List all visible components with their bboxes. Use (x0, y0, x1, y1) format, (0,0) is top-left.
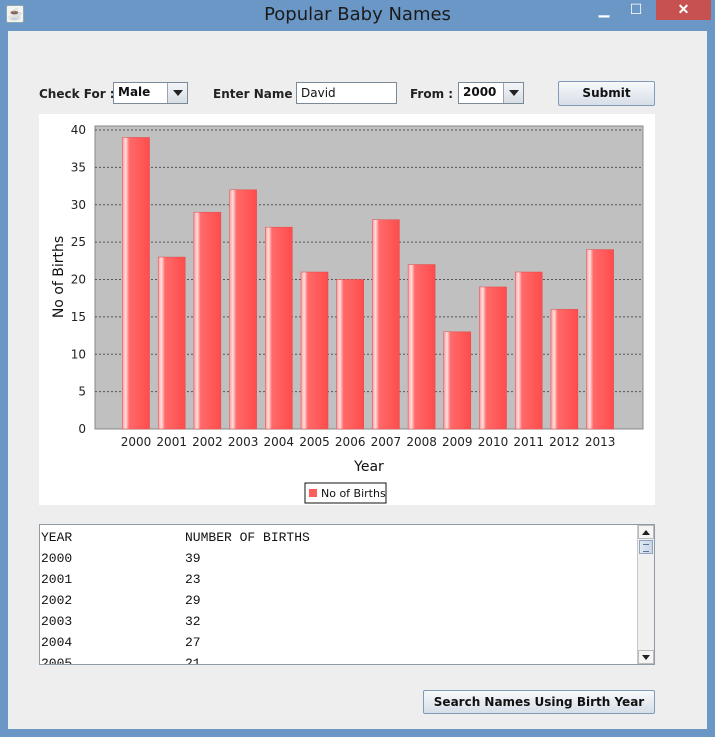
x-tick-label: 2009 (442, 435, 473, 449)
minimize-icon[interactable]: ▁ (598, 1, 610, 17)
y-tick-label: 15 (71, 310, 86, 324)
year-cell: 2003 (41, 614, 73, 629)
chevron-down-icon[interactable] (503, 83, 523, 103)
search-by-birth-year-button[interactable]: Search Names Using Birth Year (423, 690, 655, 714)
births-cell: 32 (185, 614, 201, 629)
bar (586, 249, 614, 430)
main-panel: Check For : Male Enter Name : David From… (8, 31, 707, 729)
chart-svg: 0 5 10 15 20 25 30 35 40 2000 2001 2002 2003 2004 200… (51, 123, 644, 504)
y-tick-label: 20 (71, 273, 86, 287)
bar (479, 286, 507, 430)
table-row: 2002 29 (41, 590, 637, 611)
table-row: 2004 27 (41, 632, 637, 653)
maximize-icon[interactable]: ☐ (629, 1, 643, 17)
window-title: Popular Baby Names (264, 4, 451, 25)
x-tick-label: 2007 (371, 435, 402, 449)
x-tick-label: 2001 (156, 435, 187, 449)
y-tick-label: 5 (78, 385, 86, 399)
x-axis-label: Year (353, 459, 384, 475)
scroll-thumb[interactable] (639, 540, 653, 554)
bar (300, 271, 329, 430)
table-row: 2001 23 (41, 569, 637, 590)
x-tick-label: 2006 (335, 435, 366, 449)
name-input[interactable]: David (296, 82, 397, 104)
bar (229, 189, 257, 430)
enter-name-label: Enter Name : (213, 87, 302, 101)
gender-select[interactable]: Male (113, 82, 188, 104)
year-select[interactable]: 2000 (458, 82, 524, 104)
y-tick-label: 0 (78, 422, 86, 436)
births-cell: 39 (185, 551, 201, 566)
births-chart: 0 5 10 15 20 25 30 35 40 2000 2001 2002 2003 2004 200… (39, 114, 655, 505)
close-icon[interactable]: ✕ (656, 0, 711, 20)
legend-box (304, 482, 387, 504)
x-tick-label: 2000 (121, 435, 152, 449)
gender-select-value: Male (118, 85, 151, 99)
chevron-down-icon[interactable] (167, 83, 187, 103)
y-axis-label: No of Births (51, 236, 67, 318)
year-cell: 2001 (41, 572, 73, 587)
x-tick-label: 2011 (513, 435, 544, 449)
scroll-down-icon[interactable] (638, 650, 654, 664)
table-row: YEAR NUMBER OF BIRTHS (41, 527, 637, 548)
submit-button[interactable]: Submit (558, 81, 655, 106)
scroll-up-icon[interactable] (638, 525, 654, 539)
births-cell: 23 (185, 572, 201, 587)
bar (372, 219, 400, 430)
x-tick-label: 2005 (299, 435, 330, 449)
table-row: 2005 21 (41, 653, 637, 665)
bar (265, 226, 293, 430)
x-tick-label: 2004 (264, 435, 295, 449)
x-tick-label: 2013 (585, 435, 616, 449)
y-tick-label: 35 (71, 160, 86, 174)
births-cell: 29 (185, 593, 201, 608)
y-tick-label: 10 (71, 347, 86, 361)
table-row: 2003 32 (41, 611, 637, 632)
bar (122, 137, 150, 430)
x-tick-label: 2008 (406, 435, 437, 449)
year-cell: 2004 (41, 635, 73, 650)
year-cell: YEAR (41, 530, 73, 545)
y-tick-label: 30 (71, 198, 86, 212)
legend-swatch (309, 489, 317, 497)
births-cell: 27 (185, 635, 201, 650)
y-tick-label: 25 (71, 235, 86, 249)
title-bar: ☕ Popular Baby Names ▁ ☐ ✕ (0, 0, 715, 30)
table-row: 2000 39 (41, 548, 637, 569)
legend: No of Births (304, 482, 387, 504)
results-text-area[interactable]: YEAR NUMBER OF BIRTHS 2000 39 2001 23 2002 29 20… (39, 524, 655, 665)
bar (336, 279, 364, 430)
x-tick-label: 2010 (478, 435, 509, 449)
year-cell: 2005 (41, 656, 73, 665)
bar (550, 309, 579, 430)
bar (193, 211, 222, 430)
bar (157, 256, 186, 430)
bar (443, 331, 472, 430)
results-table: YEAR NUMBER OF BIRTHS 2000 39 2001 23 2002 29 20… (41, 527, 637, 665)
from-label: From : (410, 87, 454, 101)
check-for-label: Check For : (39, 87, 115, 101)
vertical-scrollbar[interactable] (637, 525, 654, 664)
births-cell: NUMBER OF BIRTHS (185, 530, 310, 545)
births-cell: 21 (185, 656, 201, 665)
legend-label: No of Births (321, 487, 386, 500)
bar (514, 271, 543, 430)
java-cup-icon[interactable]: ☕ (6, 5, 24, 23)
x-tick-label: 2002 (192, 435, 223, 449)
y-tick-label: 40 (71, 123, 86, 137)
year-cell: 2000 (41, 551, 73, 566)
year-select-value: 2000 (463, 85, 497, 99)
year-cell: 2002 (41, 593, 73, 608)
bar (407, 264, 436, 430)
x-tick-label: 2003 (228, 435, 259, 449)
x-tick-label: 2012 (549, 435, 580, 449)
